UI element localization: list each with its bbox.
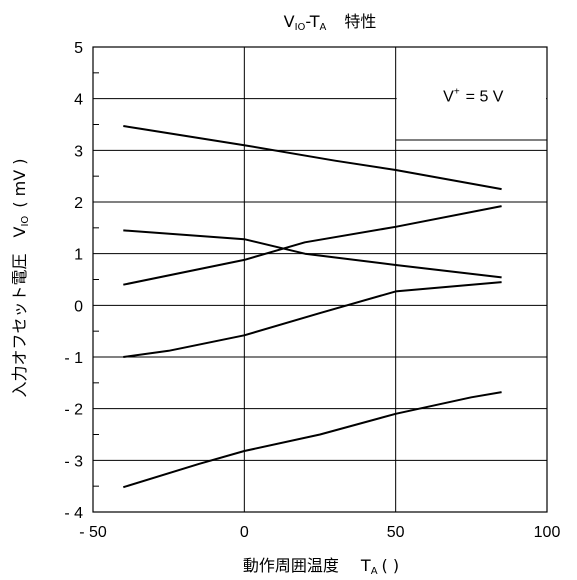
y-tick-label: 5 xyxy=(74,40,83,57)
y-tick-label: 0 xyxy=(74,298,83,315)
grid-lines xyxy=(93,47,547,512)
plot-frame xyxy=(92,46,548,513)
x-tick-label: 100 xyxy=(534,524,561,541)
chart-title: VIO-TA 特性 xyxy=(284,12,377,33)
x-tick-label: - 50 xyxy=(79,524,107,541)
y-tick-label: - 2 xyxy=(64,402,83,419)
y-tick-label: 3 xyxy=(74,143,83,160)
series-line-3 xyxy=(123,229,502,279)
series-lines xyxy=(123,125,502,489)
y-tick-labels: 5 4 3 2 1 0 - 1 - 2 - 3 - 4 xyxy=(64,40,83,522)
series-line-1 xyxy=(123,125,502,191)
x-tick-label: 50 xyxy=(387,524,405,541)
series-line-5 xyxy=(123,391,502,489)
y-tick-label: - 3 xyxy=(64,453,83,470)
y-tick-label: 4 xyxy=(74,92,83,109)
minor-ticks xyxy=(93,72,99,487)
series-line-4 xyxy=(123,281,502,358)
plot-area: V+ = 5 V xyxy=(92,46,548,513)
x-axis-title: 動作周囲温度 TA( ) xyxy=(243,556,399,577)
y-tick-label: 1 xyxy=(74,247,83,264)
y-tick-label: - 1 xyxy=(64,350,83,367)
x-tick-label: 0 xyxy=(240,524,249,541)
series-line-2 xyxy=(123,205,502,286)
x-tick-labels: - 50 0 50 100 xyxy=(79,524,560,541)
annotation-box: V+ = 5 V xyxy=(395,48,547,141)
y-tick-label: 2 xyxy=(74,195,83,212)
supply-voltage-annotation: V+ = 5 V xyxy=(443,86,504,105)
y-tick-label: - 4 xyxy=(64,505,83,522)
y-axis-title: 入力オフセット電圧VIO( mV ) xyxy=(10,159,31,398)
